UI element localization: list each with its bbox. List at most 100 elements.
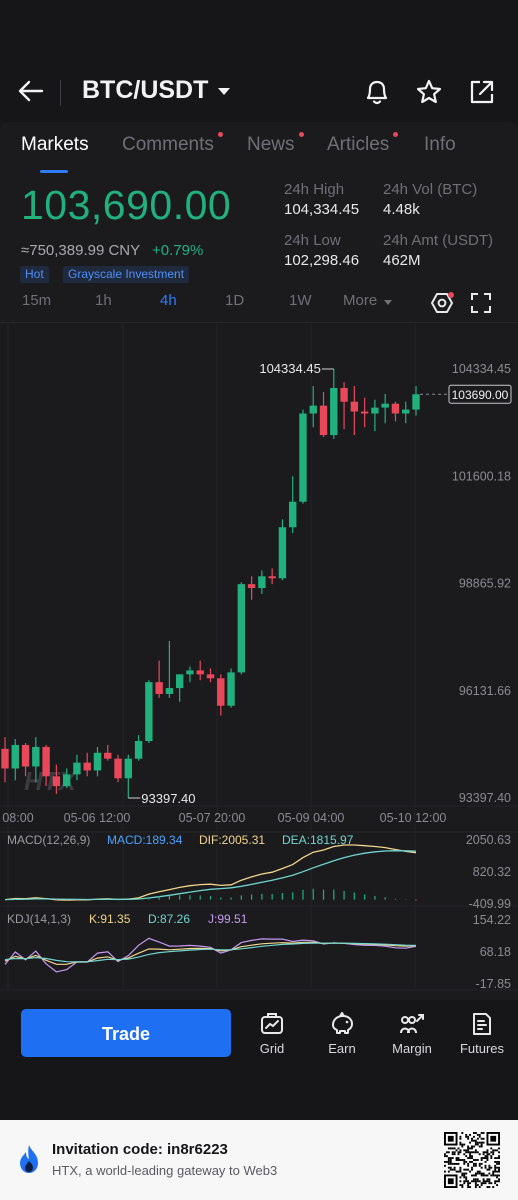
qr-module	[498, 1168, 500, 1171]
star-icon[interactable]	[415, 78, 443, 106]
tab-articles[interactable]: Articles	[327, 132, 399, 156]
qr-module	[478, 1145, 481, 1148]
qr-module	[463, 1159, 466, 1161]
qr-module	[482, 1153, 485, 1156]
qr-module	[498, 1162, 500, 1165]
trade-button[interactable]: Trade	[21, 1009, 231, 1057]
interval-more[interactable]: More	[343, 292, 378, 309]
fullscreen-icon[interactable]	[471, 293, 491, 313]
qr-module	[472, 1178, 475, 1181]
qr-module	[457, 1170, 460, 1173]
qr-module	[486, 1159, 489, 1161]
interval-1d[interactable]: 1D	[225, 292, 245, 309]
interval-4h[interactable]: 4h	[160, 292, 177, 309]
qr-module	[459, 1143, 462, 1146]
grid-bot-icon	[261, 1013, 283, 1034]
header-divider	[60, 80, 61, 106]
qr-module	[478, 1186, 481, 1188]
qr-module	[480, 1143, 483, 1146]
qr-module	[459, 1176, 462, 1179]
qr-module	[467, 1184, 470, 1187]
qr-module	[467, 1162, 470, 1165]
qr-module	[472, 1174, 475, 1177]
qr-module	[486, 1186, 489, 1188]
bell-icon[interactable]	[364, 78, 390, 106]
pair-dropdown-icon[interactable]	[218, 88, 230, 95]
qr-module	[474, 1143, 477, 1146]
interval-15m[interactable]: 15m	[22, 292, 52, 309]
indicator-settings-icon[interactable]	[430, 292, 454, 314]
qr-module	[484, 1155, 487, 1158]
qr-module	[471, 1166, 473, 1169]
piggy-bank-icon	[332, 1012, 353, 1034]
qr-module	[480, 1159, 483, 1161]
invite-banner[interactable]	[0, 1120, 518, 1200]
y-axis-label: 98865.92	[459, 577, 511, 591]
candle-body	[371, 407, 379, 414]
action-earn[interactable]: Earn	[310, 1012, 374, 1056]
qr-module	[482, 1172, 485, 1175]
qr-module	[469, 1133, 472, 1136]
candle-body	[165, 688, 174, 694]
candlestick-chart[interactable]: HTX104334.45101600.1898865.9296131.66933…	[0, 323, 518, 995]
tab-news[interactable]: News	[247, 132, 304, 156]
qr-module	[498, 1157, 500, 1160]
qr-module	[457, 1153, 460, 1156]
share-icon[interactable]	[469, 79, 495, 105]
qr-module	[494, 1149, 497, 1152]
candle	[206, 668, 215, 683]
qr-module	[463, 1168, 466, 1171]
qr-module	[480, 1182, 483, 1185]
low-marker-label: 93397.40	[141, 791, 195, 806]
qr-module	[467, 1145, 470, 1148]
candle	[319, 391, 328, 438]
qr-module	[455, 1170, 458, 1173]
qr-module	[498, 1166, 500, 1169]
tag-grayscale[interactable]: Grayscale Investment	[63, 266, 190, 283]
qr-module	[472, 1145, 475, 1148]
tab-comments[interactable]: Comments	[122, 132, 223, 156]
qr-module	[498, 1151, 500, 1154]
action-label: Futures	[459, 1041, 505, 1056]
qr-module	[444, 1153, 446, 1156]
qr-module	[482, 1151, 485, 1154]
qr-module	[447, 1157, 450, 1160]
qr-module	[455, 1159, 458, 1161]
qr-module	[486, 1153, 489, 1156]
qr-module	[496, 1180, 499, 1183]
qr-module	[498, 1147, 500, 1150]
candle-body	[1, 748, 9, 769]
tab-markets[interactable]: Markets	[21, 134, 89, 156]
qr-module	[490, 1155, 493, 1158]
qr-module	[488, 1180, 491, 1183]
qr-module	[476, 1143, 479, 1146]
chevron-down-icon	[384, 300, 392, 305]
qr-module	[490, 1166, 493, 1169]
tab-info[interactable]: Info	[424, 134, 456, 156]
tag-hot[interactable]: Hot	[20, 266, 49, 283]
back-arrow-icon[interactable]	[18, 80, 44, 102]
qr-module	[472, 1180, 475, 1183]
candle	[371, 399, 379, 432]
qr-module	[486, 1178, 489, 1181]
qr-module	[496, 1149, 499, 1152]
pair-selector[interactable]: BTC/USDT	[82, 76, 209, 104]
action-futures[interactable]: Futures	[450, 1012, 514, 1056]
qr-module	[496, 1174, 499, 1177]
qr-module	[471, 1147, 473, 1150]
qr-module	[463, 1172, 466, 1175]
d-line	[4, 942, 417, 963]
candle	[278, 519, 287, 581]
kdj-axis-label: 154.22	[473, 913, 511, 927]
action-grid[interactable]: Grid	[240, 1012, 304, 1056]
qr-module	[459, 1135, 462, 1138]
qr-module	[461, 1143, 464, 1146]
interval-1h[interactable]: 1h	[95, 292, 112, 309]
interval-1w[interactable]: 1W	[289, 292, 312, 309]
qr-module	[465, 1180, 468, 1183]
qr-module	[459, 1170, 462, 1173]
qr-module	[474, 1162, 477, 1165]
tab-bar: Markets Comments News Articles Info	[0, 132, 518, 174]
candle	[237, 582, 246, 675]
action-margin[interactable]: Margin	[380, 1012, 444, 1056]
